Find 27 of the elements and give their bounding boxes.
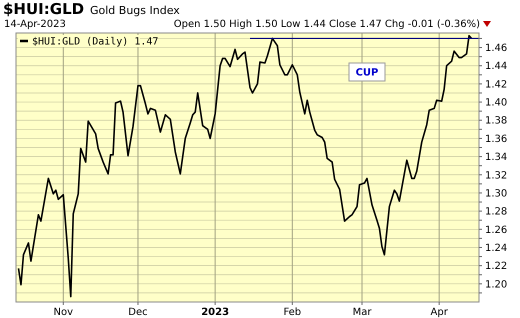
y-tick-label: 1.26 — [485, 224, 508, 236]
y-tick-label: 1.44 — [485, 61, 508, 72]
x-tick-label: Apr — [430, 307, 449, 318]
x-tick-label: Dec — [128, 307, 148, 318]
y-tick-label: 1.22 — [485, 261, 508, 272]
y-tick-label: 1.42 — [485, 79, 508, 90]
chart-subtitle: Gold Bugs Index — [90, 4, 180, 17]
line-series — [18, 34, 472, 298]
legend-label: $HUI:GLD (Daily) 1.47 — [32, 36, 158, 48]
x-tick-label: Feb — [283, 307, 302, 318]
text: 14-Apr-2023 — [4, 19, 66, 30]
x-tick-label: Mar — [352, 307, 372, 318]
y-tick-label: 1.32 — [485, 170, 508, 182]
x-tick-label: 2023 — [201, 307, 230, 318]
chart-title: $HUI:GLD — [3, 0, 84, 18]
y-tick-label: 1.20 — [485, 279, 508, 290]
y-tick-label: 1.24 — [485, 242, 508, 254]
y-tick-label: 1.28 — [485, 206, 508, 218]
y-tick-label: 1.30 — [485, 188, 508, 200]
y-tick-label: 1.36 — [485, 134, 508, 145]
y-tick-label: 1.40 — [485, 98, 508, 109]
y-tick-label: 1.38 — [485, 116, 508, 127]
annotation: CUP — [356, 68, 378, 78]
y-tick-label: 1.34 — [485, 152, 508, 164]
text: Open 1.50 High 1.50 Low 1.44 Close 1.47 Chg -0.01 (-0.36%) — [174, 19, 480, 30]
y-tick-label: 1.46 — [485, 43, 508, 54]
x-tick-label: Nov — [54, 307, 74, 318]
